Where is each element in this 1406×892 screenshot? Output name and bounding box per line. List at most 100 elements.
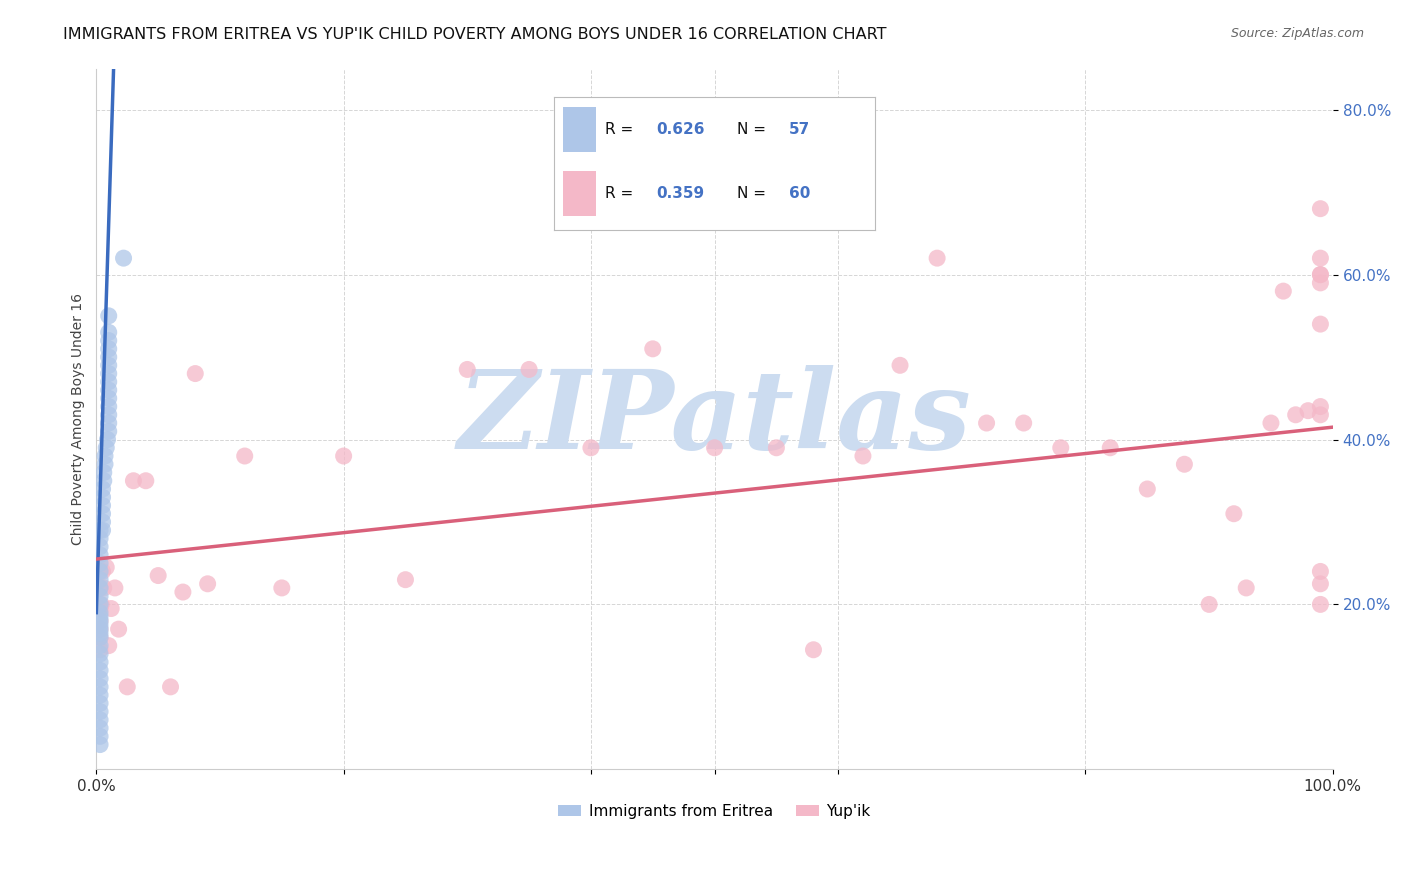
- Point: [976, 416, 998, 430]
- Point: [89, 705, 111, 719]
- Point: [97, 639, 120, 653]
- Point: [89, 573, 111, 587]
- Point: [93, 466, 115, 480]
- Point: [89, 532, 111, 546]
- Point: [97, 326, 120, 340]
- Point: [89, 614, 111, 628]
- Point: [97, 383, 120, 397]
- Point: [135, 474, 157, 488]
- Point: [1099, 441, 1122, 455]
- Point: [91, 482, 114, 496]
- Point: [91, 490, 114, 504]
- Point: [1272, 284, 1295, 298]
- Point: [89, 680, 111, 694]
- Point: [641, 342, 664, 356]
- Point: [97, 392, 120, 406]
- Point: [1309, 251, 1331, 265]
- Point: [96, 441, 118, 455]
- Point: [89, 655, 111, 669]
- Point: [89, 581, 111, 595]
- Point: [97, 359, 120, 373]
- Point: [1012, 416, 1035, 430]
- Point: [89, 598, 111, 612]
- Point: [517, 362, 540, 376]
- Point: [1309, 202, 1331, 216]
- Point: [1309, 317, 1331, 331]
- Point: [89, 540, 111, 554]
- Point: [146, 568, 169, 582]
- Point: [332, 449, 354, 463]
- Point: [89, 729, 111, 743]
- Point: [89, 614, 111, 628]
- Point: [89, 548, 111, 562]
- Point: [94, 457, 117, 471]
- Point: [394, 573, 416, 587]
- Point: [184, 367, 207, 381]
- Point: [1309, 565, 1331, 579]
- Point: [97, 342, 120, 356]
- Point: [197, 576, 219, 591]
- Point: [1223, 507, 1246, 521]
- Text: Source: ZipAtlas.com: Source: ZipAtlas.com: [1230, 27, 1364, 40]
- Point: [927, 251, 949, 265]
- Point: [91, 523, 114, 537]
- Point: [89, 664, 111, 678]
- Point: [89, 606, 111, 620]
- Point: [89, 738, 111, 752]
- Point: [97, 367, 120, 381]
- Point: [107, 622, 129, 636]
- Text: ZIPatlas: ZIPatlas: [457, 365, 972, 473]
- Point: [1285, 408, 1308, 422]
- Point: [89, 713, 111, 727]
- Point: [1309, 276, 1331, 290]
- Point: [703, 441, 725, 455]
- Point: [89, 618, 111, 632]
- Point: [89, 631, 111, 645]
- Point: [89, 523, 111, 537]
- Point: [97, 416, 120, 430]
- Point: [89, 622, 111, 636]
- Point: [117, 680, 139, 694]
- Point: [889, 359, 911, 373]
- Point: [1309, 268, 1331, 282]
- Point: [97, 375, 120, 389]
- Point: [1309, 268, 1331, 282]
- Point: [1296, 403, 1319, 417]
- Point: [159, 680, 181, 694]
- Point: [456, 362, 478, 376]
- Legend: Immigrants from Eritrea, Yup'ik: Immigrants from Eritrea, Yup'ik: [553, 797, 877, 825]
- Point: [1309, 400, 1331, 414]
- Point: [91, 515, 114, 529]
- Point: [89, 647, 111, 661]
- Point: [89, 609, 111, 624]
- Point: [91, 565, 114, 579]
- Point: [1198, 598, 1220, 612]
- Point: [1234, 581, 1257, 595]
- Point: [97, 408, 120, 422]
- Point: [1049, 441, 1071, 455]
- Point: [91, 507, 114, 521]
- Point: [89, 631, 111, 645]
- Point: [89, 697, 111, 711]
- Point: [89, 556, 111, 570]
- Point: [89, 672, 111, 686]
- Point: [97, 400, 120, 414]
- Point: [90, 598, 112, 612]
- Point: [93, 474, 115, 488]
- Point: [89, 626, 111, 640]
- Point: [97, 309, 120, 323]
- Point: [97, 424, 120, 438]
- Point: [100, 601, 122, 615]
- Point: [94, 449, 117, 463]
- Point: [89, 721, 111, 735]
- Point: [89, 601, 111, 615]
- Point: [1309, 576, 1331, 591]
- Point: [93, 581, 115, 595]
- Point: [1309, 408, 1331, 422]
- Point: [89, 688, 111, 702]
- Point: [1136, 482, 1159, 496]
- Y-axis label: Child Poverty Among Boys Under 16: Child Poverty Among Boys Under 16: [72, 293, 86, 545]
- Point: [104, 581, 127, 595]
- Point: [852, 449, 875, 463]
- Point: [765, 441, 787, 455]
